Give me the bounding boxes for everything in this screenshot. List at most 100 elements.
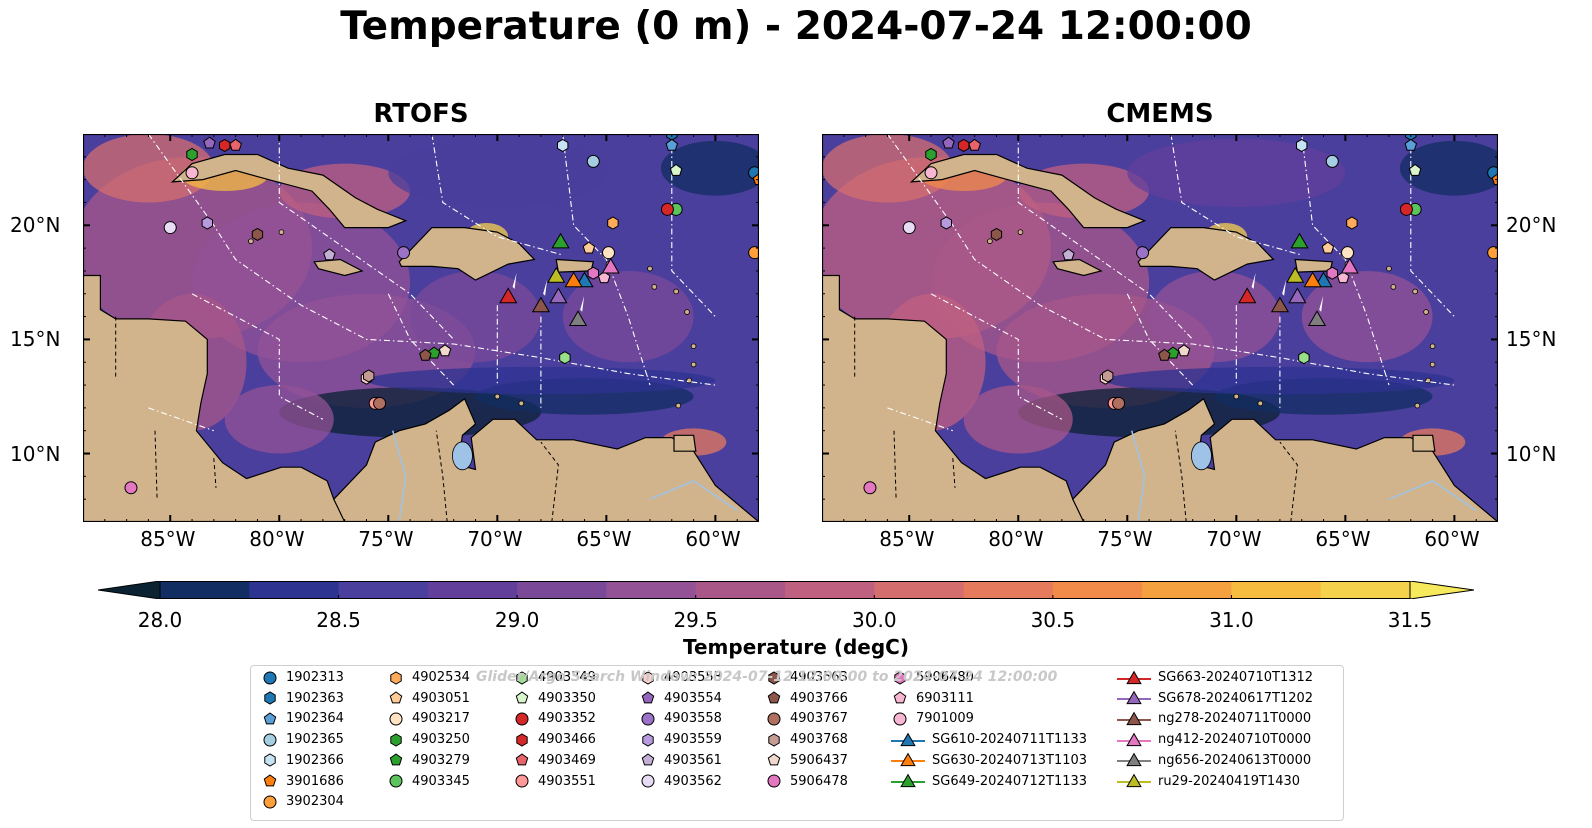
lon-tick-label: 80°W: [988, 527, 1044, 551]
legend-marker-triangle-icon: [1117, 773, 1151, 788]
temperature-patch: [660, 140, 759, 196]
marker-6903111: [597, 271, 611, 284]
legend-label: 5906480: [916, 670, 974, 685]
marker-5906437: [1177, 344, 1191, 357]
river: [1388, 480, 1477, 512]
island: [1017, 229, 1024, 235]
legend-marker-triangle-icon: [1117, 732, 1151, 746]
legend-marker-pentagon-icon: [767, 691, 781, 704]
marker-4903562: [163, 221, 177, 235]
marker-7901009: [924, 166, 938, 180]
glider-track: [1282, 279, 1287, 296]
colorbar-extend-min: [98, 581, 161, 599]
marker-4903349: [1298, 351, 1310, 365]
eez-boundary: [1017, 134, 1194, 340]
marker-SG678-20240617T1202: [1288, 287, 1307, 304]
map-panel-rtofs: [83, 134, 759, 522]
legend-item: 5906478: [765, 771, 848, 792]
legend-marker-circle-icon: [263, 733, 277, 747]
cuba-land: [170, 153, 408, 229]
legend-item: 4903561: [639, 750, 722, 771]
marker-1902365: [1325, 154, 1339, 168]
marker-ng412-20240710T0000: [1340, 257, 1359, 274]
temperature-patch: [388, 138, 607, 208]
temperature-patch: [1301, 270, 1433, 363]
legend-item: 5906480: [891, 667, 974, 688]
island: [987, 238, 993, 245]
lon-tick-label: 70°W: [1206, 527, 1262, 551]
legend-label: 4903554: [664, 690, 722, 706]
legend-label: ng656-20240613T0000: [1158, 752, 1312, 768]
legend-item: 1902313: [261, 667, 344, 688]
eez-boundary: [278, 134, 455, 340]
legend-item: 4903559: [639, 729, 722, 750]
marker-4903559: [940, 216, 952, 230]
hispaniola-land: [1137, 226, 1275, 281]
trinidad-land: [673, 434, 697, 452]
legend-marker-circle-icon: [263, 671, 277, 684]
lake-maracaibo: [1191, 441, 1212, 471]
legend-label: 4903349: [538, 670, 596, 685]
marker-4903563: [251, 227, 264, 241]
legend-item: 4903469: [513, 750, 596, 771]
legend-marker-hexagon-icon: [642, 670, 654, 685]
marker-4903554: [942, 136, 955, 149]
legend-item: 7901009: [891, 708, 974, 729]
island: [278, 229, 285, 235]
country-border: [540, 441, 559, 522]
marker-ng412-20240710T0000: [601, 257, 620, 274]
legend-marker-pentagon-icon: [263, 712, 277, 725]
legend-marker-triangle-icon: [891, 752, 925, 767]
island: [673, 288, 679, 295]
marker-4903217: [1341, 246, 1355, 260]
legend-marker-triangle-icon: [1117, 670, 1151, 684]
island: [1257, 400, 1264, 407]
legend-marker-circle-icon: [641, 712, 655, 726]
legend-label: SG649-20240712T1133: [932, 773, 1088, 789]
lon-tick-label: 75°W: [358, 527, 414, 551]
legend-marker-hexagon-icon: [390, 670, 402, 685]
legend-item: 4903051: [387, 688, 470, 709]
legend-marker-triangle-icon: [891, 773, 925, 788]
marker-ng656-20240613T0000: [568, 310, 588, 326]
marker-SG649-20240712T1133: [551, 232, 570, 249]
marker-4903350: [1408, 163, 1422, 176]
lon-tick-label: 85°W: [140, 527, 196, 551]
lon-tick-label: 65°W: [1315, 527, 1371, 551]
country-border: [893, 430, 897, 500]
legend-item: 4903345: [387, 771, 470, 792]
temperature-patch: [1399, 140, 1498, 196]
island: [1233, 393, 1240, 400]
island: [1386, 265, 1392, 272]
legend-label: 1902365: [286, 732, 344, 748]
marker-SG610-20240711T1133: [575, 271, 594, 288]
marker-1902366: [557, 138, 569, 152]
marker-5906478: [863, 481, 877, 495]
temperature-patch: [224, 385, 334, 454]
marker-1902364: [665, 138, 679, 151]
legend-marker-pentagon-icon: [389, 691, 403, 704]
legend-label: 4903279: [412, 752, 470, 768]
glider-track: [1319, 295, 1324, 312]
legend-label: ng278-20240711T0000: [1158, 711, 1312, 727]
island: [686, 377, 693, 384]
legend-label: 1902366: [286, 752, 344, 768]
legend-box: 1902313 1902363 1902364 1902365 1902366 39016…: [250, 665, 1344, 821]
legend-item: SG649-20240712T1133: [891, 771, 1087, 792]
marker-5906480: [587, 266, 599, 280]
legend-item: 1902366: [261, 750, 344, 771]
country-border: [435, 430, 448, 522]
island: [518, 400, 525, 407]
marker-4903558: [1136, 246, 1150, 260]
temperature-patch: [822, 134, 953, 203]
lon-tick-label: 60°W: [1424, 527, 1480, 551]
marker-3901686: [1491, 172, 1498, 185]
legend-marker-pentagon-icon: [515, 691, 529, 704]
marker-3901686: [752, 172, 759, 185]
country-border: [952, 458, 956, 488]
country-border: [154, 430, 158, 500]
legend-label: ru29-20240419T1430: [1158, 773, 1301, 789]
colorbar-segment: [1231, 581, 1322, 599]
legend-item: ng278-20240711T0000: [1117, 708, 1311, 729]
legend-label: 4903563: [790, 670, 848, 685]
